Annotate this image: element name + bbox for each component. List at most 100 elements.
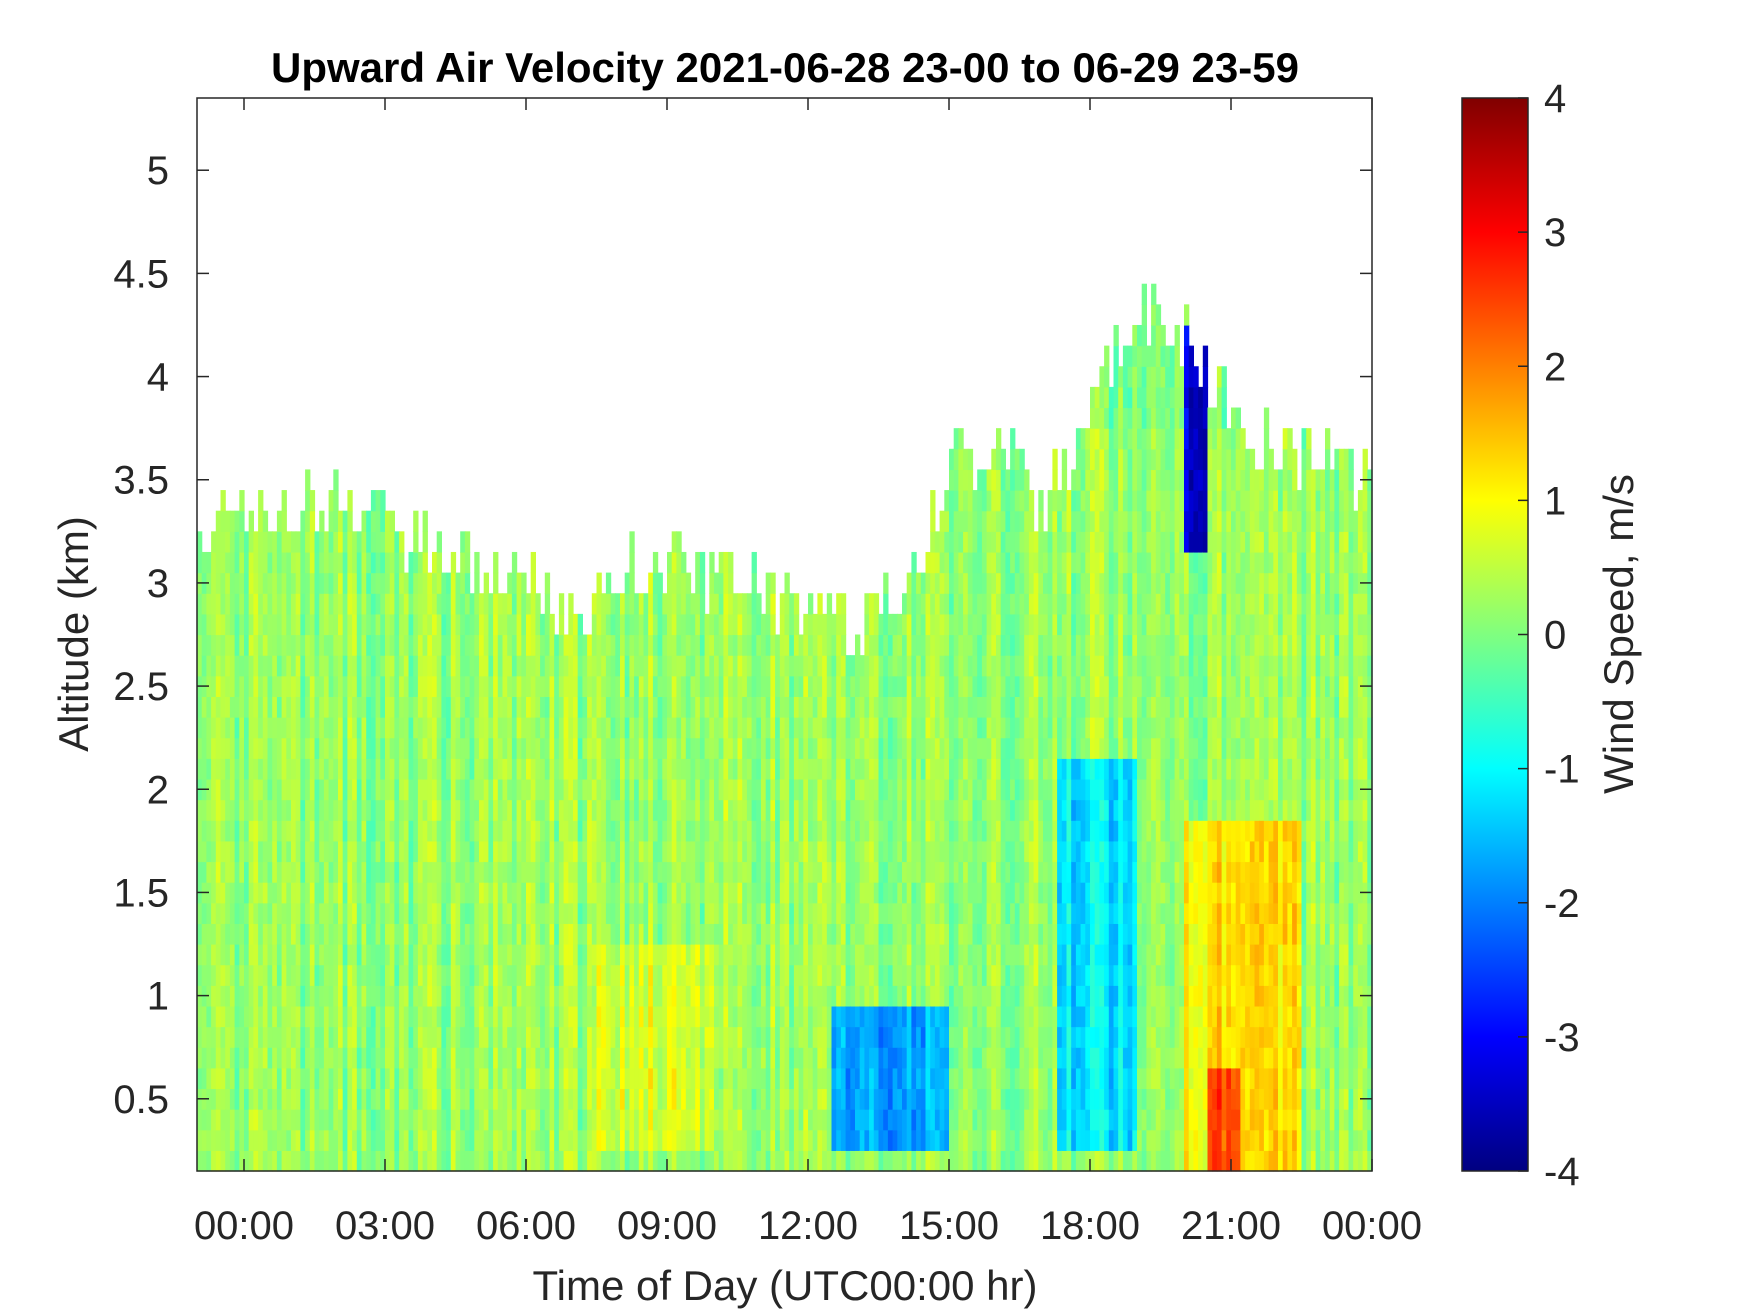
heatmap-cell	[568, 634, 574, 656]
heatmap-cell	[201, 593, 207, 615]
heatmap-cell	[605, 593, 612, 615]
heatmap-cell	[380, 923, 386, 945]
heatmap-cell	[652, 1047, 659, 1069]
heatmap-cell	[450, 1026, 457, 1048]
heatmap-cell	[662, 799, 668, 821]
heatmap-cell	[676, 572, 682, 594]
heatmap-cell	[521, 1047, 527, 1069]
heatmap-cell	[939, 655, 945, 677]
heatmap-cell	[295, 696, 301, 718]
heatmap-cell	[667, 1088, 673, 1110]
heatmap-cell	[859, 655, 865, 677]
heatmap-cell	[502, 1109, 508, 1131]
heatmap-cell	[873, 593, 880, 615]
heatmap-cell	[939, 737, 945, 759]
heatmap-cell	[234, 1129, 240, 1151]
heatmap-cell	[779, 1047, 786, 1069]
heatmap-cell	[779, 717, 786, 739]
heatmap-cell	[822, 923, 828, 945]
heatmap-cell	[648, 634, 654, 656]
heatmap-cell	[709, 737, 715, 759]
heatmap-cell	[291, 902, 297, 924]
heatmap-cell	[573, 737, 579, 759]
heatmap-cell	[690, 840, 696, 863]
heatmap-cell	[403, 1088, 410, 1110]
heatmap-cell	[751, 861, 757, 883]
heatmap-cell	[347, 964, 353, 986]
heatmap-cell	[267, 923, 273, 945]
heatmap-cell	[375, 1026, 381, 1048]
heatmap-cell	[328, 1067, 334, 1090]
heatmap-cell	[723, 655, 729, 677]
heatmap-cell	[497, 737, 504, 759]
heatmap-cell	[855, 882, 861, 904]
heatmap-cell	[215, 1088, 222, 1110]
heatmap-cell	[605, 613, 612, 636]
heatmap-cell	[967, 778, 974, 801]
heatmap-cell	[215, 1005, 222, 1028]
heatmap-cell	[925, 758, 931, 780]
heatmap-cell	[258, 1150, 264, 1172]
heatmap-cell	[338, 861, 344, 883]
heatmap-cell	[328, 613, 334, 636]
heatmap-cell	[375, 882, 381, 904]
heatmap-cell	[887, 820, 894, 842]
heatmap-cell	[281, 902, 287, 924]
heatmap-cell	[375, 902, 381, 924]
heatmap-cell	[864, 1005, 870, 1028]
heatmap-cell	[981, 551, 988, 574]
heatmap-cell	[930, 820, 936, 842]
heatmap-cell	[732, 799, 739, 821]
heatmap-cell	[864, 964, 870, 986]
heatmap-cell	[690, 1109, 696, 1131]
heatmap-cell	[314, 820, 320, 842]
heatmap-cell	[516, 778, 522, 801]
heatmap-cell	[530, 1150, 536, 1172]
heatmap-cell	[826, 634, 833, 656]
heatmap-cell	[671, 551, 677, 574]
heatmap-cell	[464, 1088, 471, 1110]
heatmap-cell	[732, 675, 739, 697]
heatmap-cell	[493, 737, 499, 759]
heatmap-cell	[568, 778, 574, 801]
heatmap-cell	[808, 696, 814, 718]
heatmap-cell	[634, 840, 640, 863]
heatmap-cell	[314, 1129, 320, 1151]
heatmap-cell	[333, 840, 339, 863]
heatmap-cell	[474, 1026, 480, 1048]
heatmap-cell	[831, 717, 837, 739]
heatmap-cell	[436, 593, 442, 615]
heatmap-cell	[211, 613, 217, 636]
heatmap-cell	[323, 1067, 330, 1090]
heatmap-cell	[878, 1026, 884, 1048]
heatmap-cell	[422, 593, 428, 615]
heatmap-cell	[765, 737, 771, 759]
heatmap-cell	[930, 758, 936, 780]
heatmap-cell	[225, 613, 231, 636]
heatmap-cell	[709, 696, 715, 718]
heatmap-cell	[558, 944, 565, 966]
heatmap-cell	[662, 902, 668, 924]
heatmap-cell	[291, 613, 297, 636]
heatmap-cell	[540, 1129, 546, 1151]
heatmap-cell	[549, 985, 555, 1007]
heatmap-cell	[328, 758, 334, 780]
heatmap-cell	[972, 902, 978, 924]
heatmap-cell	[803, 923, 809, 945]
heatmap-cell	[902, 634, 908, 656]
heatmap-cell	[361, 531, 367, 553]
heatmap-cell	[408, 778, 414, 801]
heatmap-cell	[211, 861, 217, 883]
heatmap-cell	[652, 593, 659, 615]
heatmap-cell	[507, 799, 513, 821]
heatmap-cell	[258, 696, 264, 718]
heatmap-cell	[361, 923, 367, 945]
heatmap-cell	[347, 717, 353, 739]
heatmap-cell	[963, 778, 969, 801]
heatmap-cell	[934, 820, 941, 842]
heatmap-cell	[671, 675, 677, 697]
heatmap-cell	[742, 758, 748, 780]
heatmap-cell	[793, 985, 800, 1007]
heatmap-cell	[272, 655, 278, 677]
heatmap-cell	[822, 799, 828, 821]
